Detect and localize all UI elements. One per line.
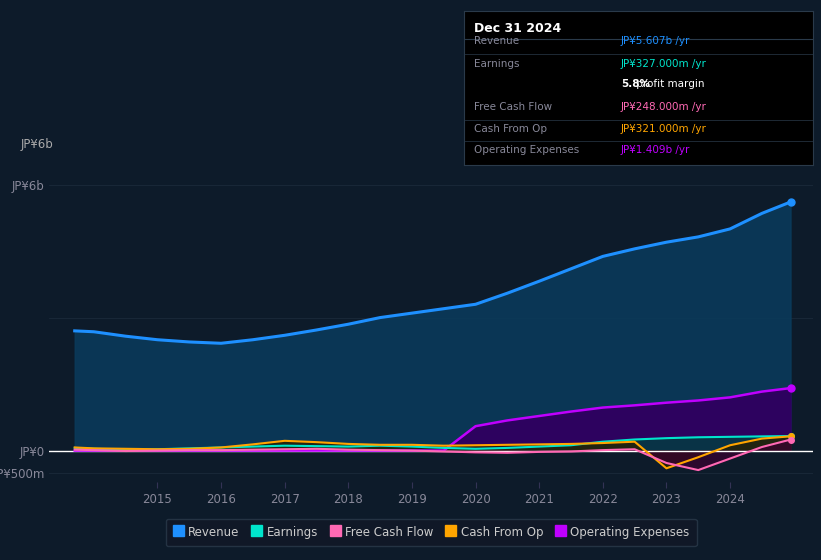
Text: JP¥6b: JP¥6b [21,138,53,151]
Text: JP¥321.000m /yr: JP¥321.000m /yr [621,124,707,134]
Text: Operating Expenses: Operating Expenses [475,145,580,155]
Text: JP¥248.000m /yr: JP¥248.000m /yr [621,102,707,112]
Text: Free Cash Flow: Free Cash Flow [475,102,553,112]
Text: 5.8%: 5.8% [621,79,650,89]
Text: Revenue: Revenue [475,36,520,46]
Text: Earnings: Earnings [475,59,520,69]
Text: Dec 31 2024: Dec 31 2024 [475,22,562,35]
Legend: Revenue, Earnings, Free Cash Flow, Cash From Op, Operating Expenses: Revenue, Earnings, Free Cash Flow, Cash … [166,519,696,546]
Text: profit margin: profit margin [633,79,704,89]
Text: JP¥327.000m /yr: JP¥327.000m /yr [621,59,707,69]
Text: JP¥1.409b /yr: JP¥1.409b /yr [621,145,690,155]
Text: Cash From Op: Cash From Op [475,124,548,134]
Text: JP¥5.607b /yr: JP¥5.607b /yr [621,36,690,46]
